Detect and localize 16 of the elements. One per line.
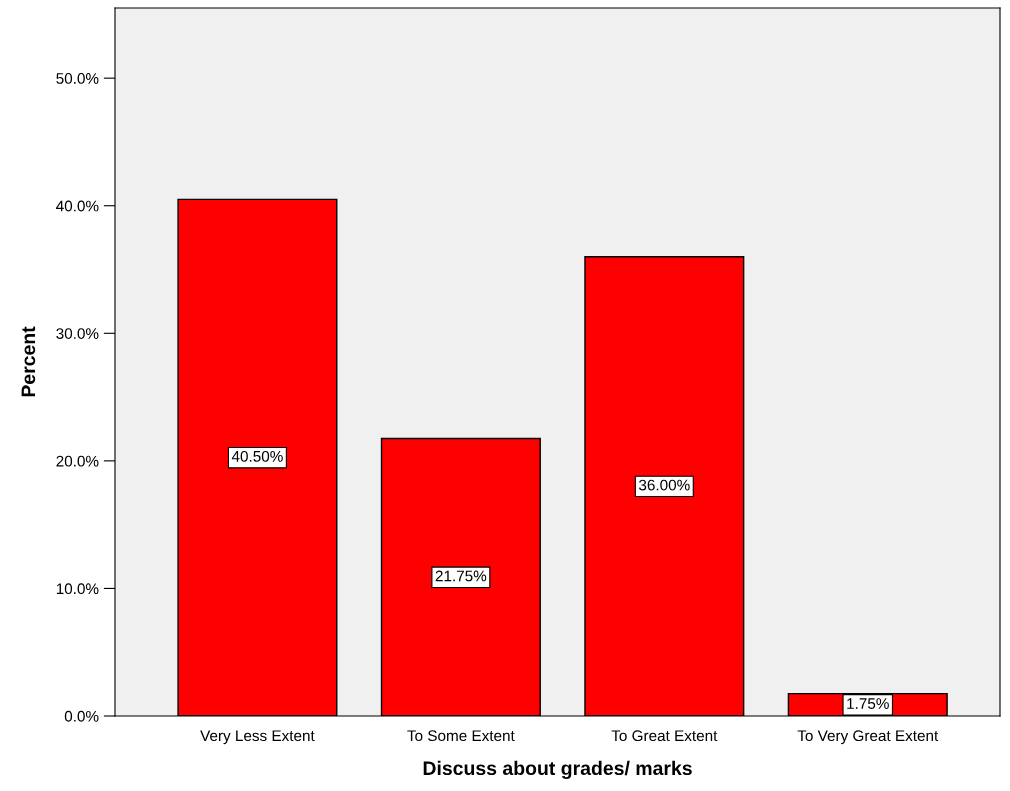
x-tick-label: To Great Extent — [611, 730, 718, 742]
y-tick-label: 0.0% — [64, 710, 99, 722]
data-label: 21.75% — [435, 570, 487, 582]
y-tick-label: 30.0% — [56, 328, 99, 339]
x-tick-label: Very Less Extent — [200, 730, 315, 745]
data-label: 1.75% — [847, 698, 889, 709]
y-axis-title: Percent — [21, 326, 36, 397]
data-label: 40.50% — [231, 450, 283, 462]
y-tick-label: 40.0% — [56, 200, 99, 212]
y-tick-label: 20.0% — [56, 455, 99, 467]
x-tick-label: To Very Great Extent — [797, 730, 939, 745]
y-tick-label: 50.0% — [56, 73, 99, 84]
x-tick-label: To Some Extent — [407, 730, 515, 742]
y-tick-label: 10.0% — [56, 583, 99, 595]
data-label: 36.00% — [638, 479, 690, 491]
x-axis-title: Discuss about grades/ marks — [423, 760, 692, 780]
